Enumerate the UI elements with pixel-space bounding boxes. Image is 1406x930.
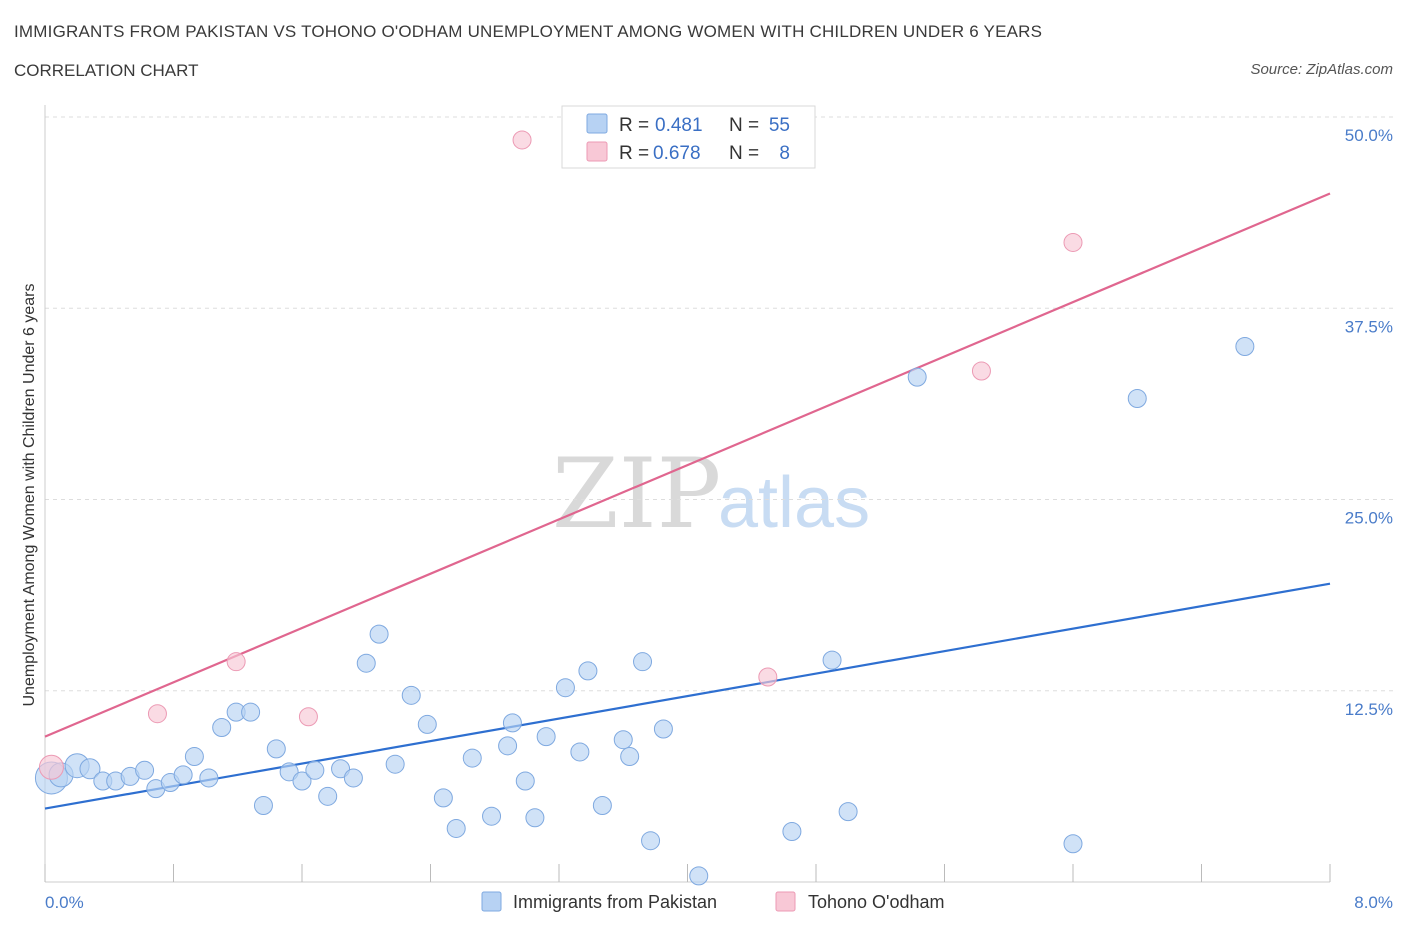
data-point-tohono (758, 667, 778, 687)
data-point-pakistan (79, 758, 101, 780)
data-point-pakistan (279, 762, 299, 782)
data-point-pakistan (1063, 834, 1083, 854)
legend-n-value-1: 55 (769, 115, 790, 136)
data-point-pakistan (1127, 389, 1147, 409)
data-point-pakistan (641, 831, 661, 851)
data-point-pakistan (401, 685, 421, 705)
x-tick-label-max: 8.0% (1354, 893, 1393, 912)
data-point-pakistan (356, 653, 376, 673)
chart-subtitle: CORRELATION CHART (14, 61, 199, 80)
watermark-zip: ZIP (552, 438, 721, 550)
trend-lines (44, 192, 1331, 810)
data-point-tohono (298, 707, 318, 727)
data-point-pakistan (620, 747, 640, 767)
data-point-pakistan (822, 650, 842, 670)
data-points (34, 130, 1255, 886)
legend-n-label-1: N = (729, 115, 759, 136)
data-point-pakistan (385, 754, 405, 774)
bottom-legend-label-tohono: Tohono O'odham (808, 892, 945, 912)
data-point-tohono (971, 361, 991, 381)
legend-r-value-2: 0.678 (653, 143, 701, 164)
grid (45, 116, 1395, 692)
data-point-pakistan (173, 765, 193, 785)
data-point-pakistan (482, 806, 502, 826)
legend-r-value-1: 0.481 (655, 115, 703, 136)
data-point-pakistan (502, 713, 522, 733)
data-point-pakistan (689, 866, 709, 886)
data-point-pakistan (446, 818, 466, 838)
data-point-pakistan (135, 760, 155, 780)
y-tick-label: 25.0% (1345, 509, 1393, 528)
y-tick-label: 12.5% (1345, 700, 1393, 719)
bottom-legend-swatch-tohono (775, 891, 796, 912)
data-point-pakistan (305, 760, 325, 780)
data-point-pakistan (318, 786, 338, 806)
data-point-pakistan (253, 796, 273, 815)
data-point-pakistan (417, 714, 437, 734)
legend-n-value-2: 8 (779, 143, 790, 164)
data-point-pakistan (782, 822, 802, 842)
legend-n-label-2: N = (729, 143, 759, 164)
data-point-pakistan (212, 717, 232, 737)
data-point-pakistan (292, 771, 312, 791)
data-point-pakistan (433, 788, 453, 808)
data-point-tohono (1063, 232, 1083, 252)
data-point-tohono (147, 704, 167, 724)
data-point-pakistan (613, 730, 633, 750)
data-point-pakistan (199, 768, 219, 788)
data-point-pakistan (653, 719, 673, 739)
data-point-pakistan (369, 624, 389, 644)
data-point-pakistan (907, 367, 927, 387)
legend-r-label-1: R = (619, 115, 649, 136)
bottom-legend-label-pakistan: Immigrants from Pakistan (513, 892, 717, 912)
data-point-pakistan (331, 759, 351, 779)
y-tick-label: 37.5% (1345, 317, 1393, 336)
chart-title: IMMIGRANTS FROM PAKISTAN VS TOHONO O'ODH… (14, 22, 1043, 41)
data-point-pakistan (462, 748, 482, 768)
legend-swatch-blue (586, 113, 608, 134)
data-point-pakistan (515, 771, 535, 791)
data-point-pakistan (525, 808, 545, 828)
source-label: Source: ZipAtlas.com (1250, 61, 1393, 78)
axes: 12.5% 25.0% 37.5% 50.0% 0.0% 8.0% (44, 105, 1393, 912)
bottom-legend-swatch-pakistan (481, 891, 502, 912)
legend: R = 0.481 N = 55 R = 0.678 N = 8 (561, 105, 816, 169)
y-tick-label: 50.0% (1345, 126, 1393, 145)
data-point-pakistan (498, 736, 518, 756)
data-point-pakistan (1235, 337, 1255, 356)
data-point-pakistan (184, 747, 204, 767)
data-point-pakistan (343, 768, 363, 788)
data-point-pakistan (592, 796, 612, 815)
legend-r-label-2: R = (619, 143, 649, 164)
legend-swatch-pink (586, 141, 608, 162)
data-point-tohono (226, 652, 246, 672)
trend-line-tohono (44, 192, 1331, 738)
y-axis-label: Unemployment Among Women with Children U… (21, 283, 38, 706)
data-point-pakistan (555, 678, 575, 698)
data-point-pakistan (570, 742, 590, 762)
data-point-pakistan (266, 739, 286, 759)
data-point-tohono (38, 754, 64, 780)
bottom-legend: Immigrants from Pakistan Tohono O'odham (481, 891, 945, 912)
watermark-atlas: atlas (718, 463, 870, 543)
data-point-pakistan (578, 661, 598, 681)
data-point-pakistan (633, 652, 653, 672)
x-tick-label-min: 0.0% (45, 893, 84, 912)
data-point-pakistan (838, 802, 858, 822)
data-point-pakistan (536, 727, 556, 747)
trend-line-pakistan (44, 582, 1331, 810)
data-point-pakistan (241, 702, 261, 722)
data-point-tohono (512, 130, 532, 150)
